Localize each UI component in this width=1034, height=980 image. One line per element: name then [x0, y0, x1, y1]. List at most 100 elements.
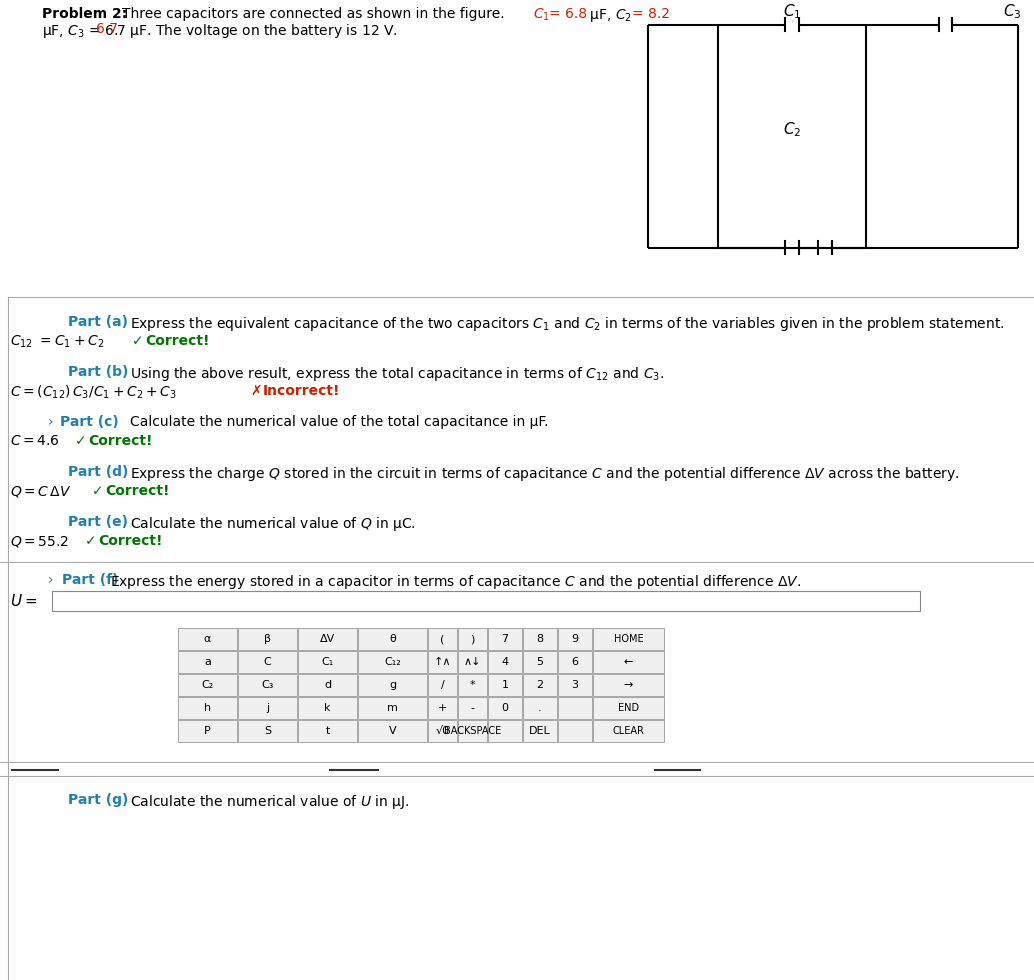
Bar — [558, 628, 592, 650]
Text: $C_3$: $C_3$ — [1003, 3, 1022, 22]
Text: j: j — [266, 703, 269, 713]
Text: 9: 9 — [572, 634, 579, 644]
Bar — [523, 697, 557, 719]
Text: t: t — [326, 726, 330, 736]
Text: 6.7: 6.7 — [96, 22, 118, 36]
Text: Calculate the numerical value of $Q$ in µC.: Calculate the numerical value of $Q$ in … — [130, 515, 416, 533]
Text: 7: 7 — [501, 634, 509, 644]
Text: ΔV: ΔV — [320, 634, 335, 644]
Bar — [594, 720, 664, 742]
Text: Express the equivalent capacitance of the two capacitors $C_1$ and $C_2$ in term: Express the equivalent capacitance of th… — [130, 315, 1005, 333]
Text: C₂: C₂ — [202, 680, 214, 690]
Text: g: g — [389, 680, 396, 690]
Bar — [488, 628, 522, 650]
Text: C₃: C₃ — [262, 680, 274, 690]
Text: h: h — [204, 703, 211, 713]
Bar — [298, 628, 357, 650]
Text: $C_1$: $C_1$ — [533, 7, 550, 24]
Text: 1: 1 — [501, 680, 509, 690]
Bar — [488, 674, 522, 696]
Text: $C_2$: $C_2$ — [783, 121, 801, 139]
Text: $C_1$: $C_1$ — [783, 3, 801, 22]
Text: ✓: ✓ — [75, 434, 87, 448]
Bar — [358, 651, 427, 673]
Text: →: → — [624, 680, 633, 690]
Text: ›: › — [48, 415, 54, 429]
Bar — [488, 720, 522, 742]
Text: 3: 3 — [572, 680, 578, 690]
Bar — [298, 674, 357, 696]
Text: ✗: ✗ — [250, 384, 262, 398]
Bar — [178, 628, 237, 650]
Text: -: - — [470, 703, 475, 713]
Text: Part (a): Part (a) — [68, 315, 128, 329]
Bar — [458, 697, 487, 719]
Bar — [428, 651, 457, 673]
Text: (: ( — [440, 634, 445, 644]
Bar — [428, 628, 457, 650]
Text: DEL: DEL — [529, 726, 551, 736]
Bar — [298, 697, 357, 719]
Text: P: P — [204, 726, 211, 736]
Bar — [488, 697, 522, 719]
Bar — [358, 697, 427, 719]
Text: ›: › — [48, 573, 54, 587]
Text: Part (e): Part (e) — [68, 515, 128, 529]
Text: Three capacitors are connected as shown in the figure.: Three capacitors are connected as shown … — [122, 7, 509, 21]
Text: $Q = C\,\Delta V$: $Q = C\,\Delta V$ — [10, 484, 71, 499]
Text: m: m — [387, 703, 398, 713]
Text: +: + — [437, 703, 447, 713]
Bar — [238, 697, 297, 719]
Bar — [178, 674, 237, 696]
Text: $C = 4.6$: $C = 4.6$ — [10, 434, 60, 448]
Bar — [358, 628, 427, 650]
Text: β: β — [264, 634, 271, 644]
Bar — [488, 651, 522, 673]
Text: Problem 2:: Problem 2: — [42, 7, 127, 21]
Text: 6: 6 — [572, 657, 578, 667]
Bar — [428, 697, 457, 719]
Text: ): ) — [470, 634, 475, 644]
Bar — [558, 651, 592, 673]
Text: Incorrect!: Incorrect! — [263, 384, 340, 398]
Bar — [523, 628, 557, 650]
Bar — [594, 697, 664, 719]
Bar — [178, 720, 237, 742]
Text: Calculate the numerical value of the total capacitance in µF.: Calculate the numerical value of the tot… — [130, 415, 548, 429]
Text: µF, $C_3$ = 6.7 µF. The voltage on the battery is 12 V.: µF, $C_3$ = 6.7 µF. The voltage on the b… — [42, 22, 398, 40]
Bar — [558, 697, 592, 719]
Text: BACKSPACE: BACKSPACE — [444, 726, 501, 736]
Text: k: k — [325, 703, 331, 713]
Bar — [238, 628, 297, 650]
Bar — [428, 674, 457, 696]
Text: S: S — [264, 726, 271, 736]
Text: a: a — [204, 657, 211, 667]
Text: C₁₂: C₁₂ — [384, 657, 401, 667]
Text: C₁: C₁ — [322, 657, 334, 667]
Bar — [458, 628, 487, 650]
Text: = 8.2: = 8.2 — [632, 7, 670, 21]
Bar — [458, 674, 487, 696]
Text: *: * — [469, 680, 476, 690]
Text: $C_{12}$: $C_{12}$ — [10, 334, 33, 351]
Text: Using the above result, express the total capacitance in terms of $C_{12}$ and $: Using the above result, express the tota… — [130, 365, 664, 383]
Text: Express the energy stored in a capacitor in terms of capacitance $C$ and the pot: Express the energy stored in a capacitor… — [110, 573, 801, 591]
Bar — [358, 674, 427, 696]
Text: Express the charge $Q$ stored in the circuit in terms of capacitance $C$ and the: Express the charge $Q$ stored in the cir… — [130, 465, 960, 483]
Text: µF, $C_2$: µF, $C_2$ — [585, 7, 632, 24]
Text: α: α — [204, 634, 211, 644]
Bar — [238, 674, 297, 696]
Text: 8: 8 — [537, 634, 544, 644]
Text: $Q = 55.2$: $Q = 55.2$ — [10, 534, 68, 549]
Text: HOME: HOME — [614, 634, 643, 644]
Text: ✓: ✓ — [92, 484, 103, 498]
Text: Part (c): Part (c) — [60, 415, 119, 429]
Text: 4: 4 — [501, 657, 509, 667]
Bar — [178, 697, 237, 719]
Bar — [558, 720, 592, 742]
Text: 5: 5 — [537, 657, 544, 667]
Text: .: . — [538, 703, 542, 713]
Text: √0: √0 — [435, 726, 450, 736]
Text: C: C — [264, 657, 271, 667]
Bar — [298, 651, 357, 673]
